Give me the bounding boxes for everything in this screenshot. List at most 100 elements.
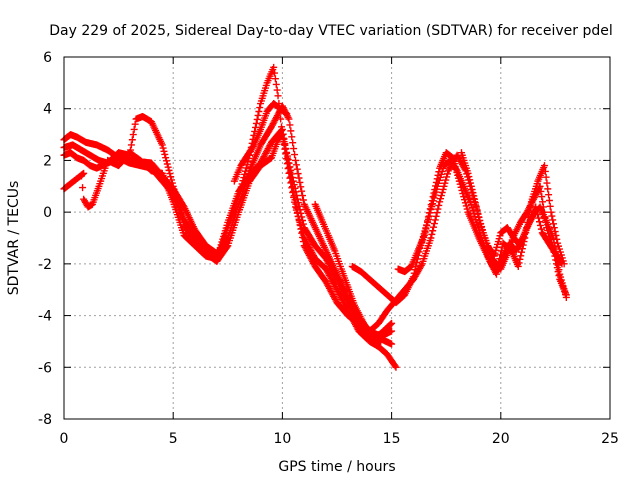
data-point xyxy=(535,218,543,226)
data-point xyxy=(465,173,473,181)
data-point xyxy=(543,179,551,187)
data-point xyxy=(471,195,479,203)
data-point xyxy=(424,215,432,223)
y-tick-label: -4 xyxy=(38,309,52,325)
data-point xyxy=(292,200,300,208)
data-point xyxy=(285,115,293,123)
y-tick-label: 4 xyxy=(43,102,52,118)
data-point xyxy=(298,187,306,195)
data-point xyxy=(441,179,449,187)
data-point xyxy=(281,140,289,148)
data-point xyxy=(388,340,396,348)
x-tick-label: 10 xyxy=(273,431,291,447)
data-point xyxy=(554,261,562,269)
data-point xyxy=(286,168,294,176)
data-point xyxy=(553,257,561,265)
axis-ticks: 0 5 10 15 20 25 -8 -6 -4 -2 0 2 4 6 xyxy=(38,50,619,447)
data-point xyxy=(544,185,552,193)
data-point xyxy=(468,186,476,194)
data-point xyxy=(167,173,175,181)
y-tick-label: 0 xyxy=(43,205,52,221)
grid xyxy=(64,57,610,419)
data-point xyxy=(289,139,297,147)
data-point xyxy=(549,216,557,224)
data-point xyxy=(158,141,166,149)
data-point xyxy=(255,107,263,115)
data-point xyxy=(283,149,291,157)
data-point xyxy=(434,205,442,213)
data-point xyxy=(130,125,138,133)
chart-title: Day 229 of 2025, Sidereal Day-to-day VTE… xyxy=(49,23,613,39)
data-point xyxy=(392,363,400,371)
data-point xyxy=(284,113,292,121)
x-tick-label: 0 xyxy=(60,431,69,447)
data-point xyxy=(163,160,171,168)
series-track-4 xyxy=(77,125,396,348)
data-point xyxy=(288,184,296,192)
data-point xyxy=(542,173,550,181)
data-point xyxy=(292,156,300,164)
data-point xyxy=(546,202,554,210)
data-point xyxy=(435,201,443,209)
data-point xyxy=(287,173,295,181)
data-point xyxy=(537,225,545,233)
y-tick-label: -2 xyxy=(38,257,52,273)
series-track-11 xyxy=(230,100,291,185)
data-point xyxy=(164,163,172,171)
data-point xyxy=(273,86,281,94)
data-point xyxy=(425,212,433,220)
data-point xyxy=(517,252,525,260)
data-point xyxy=(162,157,170,165)
data-point xyxy=(550,224,558,232)
data-point xyxy=(537,187,545,195)
data-point xyxy=(295,174,303,182)
series-track-9 xyxy=(457,149,570,301)
data-point xyxy=(536,182,544,190)
data-point xyxy=(295,217,303,225)
x-tick-label: 15 xyxy=(383,431,401,447)
data-point xyxy=(432,212,440,220)
data-point xyxy=(298,229,306,237)
data-point xyxy=(282,109,290,117)
data-point xyxy=(515,259,523,267)
data-point xyxy=(539,198,547,206)
x-tick-label: 20 xyxy=(492,431,510,447)
data-point xyxy=(290,145,298,153)
x-tick-label: 5 xyxy=(169,431,178,447)
data-point xyxy=(467,182,475,190)
data-point xyxy=(166,170,174,178)
data-point xyxy=(466,179,474,187)
data-point xyxy=(252,119,260,127)
data-point xyxy=(161,150,169,158)
data-point xyxy=(241,170,249,178)
data-point xyxy=(417,261,425,269)
data-point xyxy=(430,223,438,231)
data-point xyxy=(555,266,563,274)
y-axis-label: SDTVAR / TECUs xyxy=(6,181,22,296)
data-point xyxy=(427,234,435,242)
data-point xyxy=(550,239,558,247)
data-point xyxy=(541,167,549,175)
data-point xyxy=(472,202,480,210)
data-point xyxy=(282,144,290,152)
data-point xyxy=(536,221,544,229)
data-point xyxy=(440,182,448,190)
data-point xyxy=(473,206,481,214)
data-point xyxy=(475,213,483,221)
data-point xyxy=(128,136,136,144)
data-point xyxy=(420,231,428,239)
data-point xyxy=(545,191,553,199)
data-point xyxy=(288,178,296,186)
data-point xyxy=(549,234,557,242)
data-point xyxy=(294,213,302,221)
plot-frame xyxy=(63,56,611,420)
data-point xyxy=(290,192,298,200)
data-point xyxy=(274,92,282,100)
data-point xyxy=(426,209,434,217)
data-point xyxy=(463,205,471,213)
data-point xyxy=(552,252,560,260)
data-point xyxy=(462,202,470,210)
data-point xyxy=(299,238,307,246)
data-point xyxy=(377,337,385,345)
